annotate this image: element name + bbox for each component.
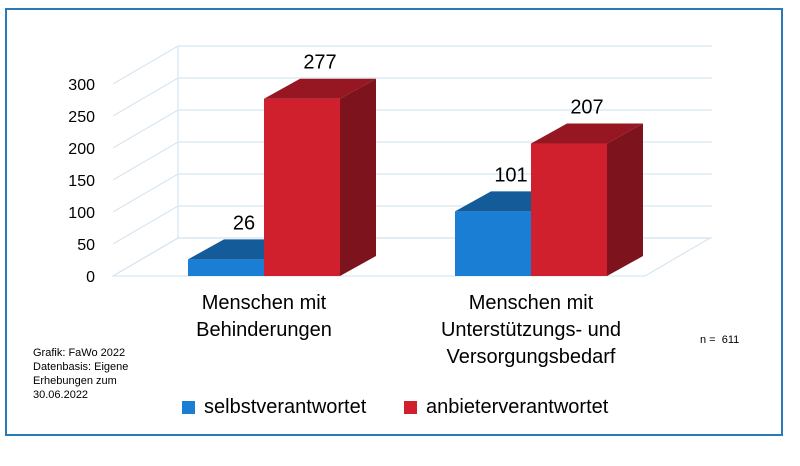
gridline-diagonal	[112, 205, 179, 245]
y-tick-label: 50	[77, 237, 95, 254]
y-tick-label: 200	[68, 141, 95, 158]
bar-side	[607, 123, 643, 277]
legend-swatch-red	[404, 401, 417, 414]
bar	[531, 143, 607, 276]
y-tick-label: 250	[68, 109, 95, 126]
source-line: Datenbasis: Eigene	[33, 361, 129, 373]
gridline-diagonal	[112, 173, 179, 213]
sample-size-note: n = 611	[700, 334, 740, 346]
y-tick-label: 150	[68, 173, 95, 190]
legend-label: anbieterverantwortet	[426, 396, 609, 418]
bar-top	[264, 78, 376, 99]
y-tick-label: 300	[68, 77, 95, 94]
data-label: 26	[233, 212, 255, 234]
y-tick-label: 0	[86, 269, 95, 286]
gridline-diagonal	[112, 77, 179, 117]
bar-top	[531, 123, 643, 144]
category-label: Behinderungen	[196, 319, 332, 341]
bar	[264, 98, 340, 276]
category-label: Unterstützungs- und	[441, 319, 621, 341]
y-tick-label: 100	[68, 205, 95, 222]
legend-item-anbieterverantwortet: anbieterverantwortet	[404, 396, 608, 419]
source-note: Grafik: FaWo 2022 Datenbasis: Eigene Erh…	[33, 346, 143, 402]
gridline-diagonal	[112, 141, 179, 181]
data-label: 277	[303, 52, 336, 74]
chart-frame	[5, 8, 783, 436]
bar	[455, 211, 531, 276]
source-line: Erhebungen zum	[33, 375, 117, 387]
legend-item-selbstverantwortet: selbstverantwortet	[182, 396, 366, 419]
category-label: Menschen mit	[202, 292, 327, 314]
data-label: 207	[570, 97, 603, 119]
gridline-diagonal	[112, 45, 179, 85]
source-line: 30.06.2022	[33, 389, 89, 401]
source-line: Grafik: FaWo 2022	[33, 347, 126, 359]
legend-swatch-blue	[182, 401, 195, 414]
bar-side	[340, 78, 376, 276]
category-label: Menschen mit	[469, 292, 594, 314]
bar	[188, 259, 264, 276]
legend-label: selbstverantwortet	[204, 396, 367, 418]
category-label: Versorgungsbedarf	[446, 346, 615, 368]
gridline-diagonal	[112, 109, 179, 149]
data-label: 101	[494, 164, 527, 186]
